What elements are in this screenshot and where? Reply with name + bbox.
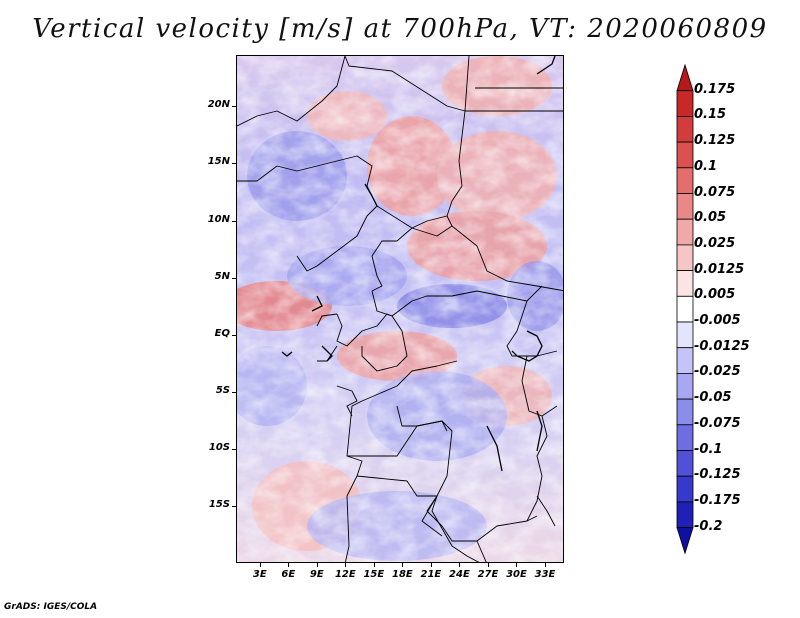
lon-tick <box>402 563 404 567</box>
lat-tick <box>232 448 236 450</box>
colorbar-label: 0.0125 <box>694 261 745 277</box>
colorbar-label: 0.15 <box>694 107 727 123</box>
lat-label-15S: 15S <box>208 498 230 510</box>
colorbar-label: -0.005 <box>694 313 741 328</box>
lon-tick <box>316 563 318 567</box>
colorbar-label: 0.005 <box>694 287 736 303</box>
lon-label-6E: 6E <box>281 569 296 580</box>
lat-tick <box>232 505 236 507</box>
grads-credit: GrADS: IGES/COLA <box>4 602 98 612</box>
colorbar-label: -0.2 <box>694 518 723 534</box>
lon-tick <box>516 563 518 567</box>
lon-tick <box>544 563 546 567</box>
colorbar-swatch <box>676 141 694 169</box>
colorbar-label: 0.1 <box>694 158 718 174</box>
lon-label-30E: 30E <box>506 569 527 580</box>
lon-label-27E: 27E <box>477 569 499 580</box>
lon-label-3E: 3E <box>252 569 267 580</box>
lon-tick <box>373 563 375 567</box>
velocity-field <box>237 56 563 562</box>
lat-label-20N: 20N <box>207 99 230 111</box>
lat-tick <box>232 277 236 279</box>
colorbar-label: -0.075 <box>694 415 741 431</box>
colorbar-label: 0.05 <box>694 210 727 226</box>
lat-label-10S: 10S <box>208 441 230 453</box>
lon-tick <box>459 563 461 567</box>
colorbar-swatch <box>676 527 694 555</box>
colorbar-label: 0.025 <box>694 235 736 251</box>
colorbar-swatch <box>676 347 694 374</box>
colorbar-label: -0.05 <box>694 390 732 406</box>
lat-tick <box>232 163 236 165</box>
colorbar-swatch <box>676 501 694 528</box>
lakes-coast <box>281 56 556 472</box>
map-title: Vertical velocity [m/s] at 700hPa, VT: 2… <box>32 14 768 44</box>
lat-tick <box>232 220 236 222</box>
colorbar-swatch <box>676 116 694 143</box>
colorbar-swatch <box>676 450 694 477</box>
colorbar-swatch <box>676 475 694 503</box>
map-panel <box>236 55 564 563</box>
lon-label-24E: 24E <box>449 569 470 580</box>
colorbar-swatch <box>676 372 694 400</box>
colorbar-swatch <box>676 218 694 246</box>
lon-label-33E: 33E <box>534 569 556 580</box>
colorbar-swatch <box>676 398 694 426</box>
colorbar-swatch <box>676 244 694 271</box>
lat-tick <box>232 391 236 393</box>
colorbar-label: 0.125 <box>694 133 736 149</box>
lat-label-5S: 5S <box>215 384 230 396</box>
colorbar-swatch <box>676 63 694 92</box>
lat-label-5N: 5N <box>214 270 230 282</box>
colorbar-swatch <box>676 167 694 194</box>
colorbar-swatch <box>676 270 694 297</box>
lat-tick <box>232 106 236 108</box>
lat-label-10N: 10N <box>207 213 230 225</box>
colorbar-label: 0.075 <box>694 184 736 200</box>
colorbar-label: -0.1 <box>694 441 723 457</box>
colorbar-label: -0.0125 <box>694 338 750 354</box>
lat-tick <box>232 334 236 336</box>
country-borders <box>237 56 563 562</box>
colorbar-label: -0.175 <box>694 492 741 508</box>
colorbar-swatch <box>676 321 694 349</box>
lon-label-15E: 15E <box>363 569 385 580</box>
lon-label-12E: 12E <box>334 569 356 580</box>
colorbar-label: 0.175 <box>694 81 736 97</box>
lon-tick <box>487 563 489 567</box>
colorbar-swatch <box>676 193 694 220</box>
colorbar <box>676 63 694 555</box>
lon-label-9E: 9E <box>309 569 324 580</box>
lon-tick <box>430 563 432 567</box>
colorbar-swatch <box>676 90 694 117</box>
lat-label-EQ: EQ <box>214 327 230 339</box>
colorbar-label: -0.125 <box>694 467 741 483</box>
lon-label-18E: 18E <box>392 569 413 580</box>
lon-tick <box>259 563 261 567</box>
colorbar-swatch <box>676 295 694 323</box>
lon-tick <box>288 563 290 567</box>
lat-label-15N: 15N <box>207 156 230 168</box>
lon-label-21E: 21E <box>420 569 442 580</box>
colorbar-label: -0.025 <box>694 364 741 380</box>
lon-tick <box>345 563 347 567</box>
colorbar-swatch <box>676 424 694 451</box>
